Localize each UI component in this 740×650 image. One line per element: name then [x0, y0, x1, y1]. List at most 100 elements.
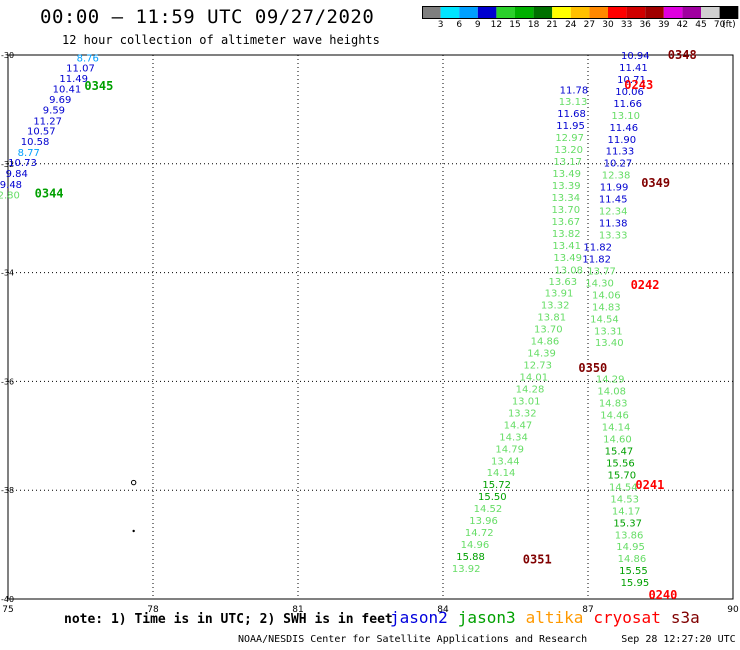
colorbar-swatch — [496, 6, 515, 19]
wave-height-value: 13.41 — [552, 241, 581, 252]
wave-height-value: 11.68 — [557, 109, 586, 120]
colorbar-label: 12 — [490, 20, 503, 30]
wave-height-value: 9.69 — [49, 95, 71, 106]
wave-height-value: 14.08 — [597, 387, 626, 398]
wave-height-value: 13.40 — [595, 338, 624, 349]
y-tick-label: -34 — [1, 269, 14, 278]
wave-height-value: 14.17 — [612, 506, 641, 517]
pass-time-label: 0345 — [84, 79, 113, 93]
wave-height-value: 13.01 — [512, 396, 541, 407]
wave-height-value: 11.41 — [619, 63, 648, 74]
pass-time-label: 0349 — [641, 176, 670, 190]
wave-height-value: 14.83 — [599, 399, 628, 410]
credit-line: NOAA/NESDIS Center for Satellite Applica… — [238, 634, 740, 645]
wave-height-value: 11.82 — [583, 242, 612, 253]
wave-height-value: 10.73 — [8, 158, 37, 169]
wave-height-value: 14.86 — [531, 337, 560, 348]
credit-text: NOAA/NESDIS Center for Satellite Applica… — [238, 634, 588, 645]
colorbar-swatch — [570, 6, 590, 19]
x-tick-label: 75 — [2, 605, 13, 615]
wave-height-value: 10.94 — [621, 51, 650, 62]
colorbar — [422, 6, 739, 19]
colorbar-swatch — [645, 6, 664, 19]
wave-height-value: 15.47 — [605, 446, 634, 457]
colorbar-labels: 3 6 9 12 15 18 21 24 27 30 33 36 39 42 45 70 (ft) — [422, 20, 740, 34]
colorbar-swatch — [422, 6, 441, 19]
wave-height-value: 13.70 — [551, 205, 580, 216]
wave-height-value: 10.06 — [615, 87, 644, 98]
x-tick-label: 90 — [727, 605, 739, 615]
wave-height-value: 13.81 — [537, 313, 566, 324]
chart-subtitle: 12 hour collection of altimeter wave hei… — [62, 33, 380, 47]
wave-height-value: 10.41 — [53, 85, 82, 96]
colorbar-swatch — [608, 6, 627, 19]
wave-height-value: 10.27 — [604, 159, 633, 170]
colorbar-label: (ft) — [722, 20, 736, 30]
wave-height-value: 8.77 — [18, 148, 40, 159]
colorbar-swatch — [477, 6, 497, 19]
wave-height-value: 13.67 — [551, 217, 580, 228]
colorbar-label: 24 — [565, 20, 577, 30]
legend-item-altika: altika — [525, 608, 584, 627]
wave-height-value: 12.80 — [0, 190, 20, 201]
wave-height-value: 11.99 — [600, 183, 629, 194]
colorbar-swatch — [459, 6, 478, 19]
wave-height-value: 14.95 — [616, 542, 645, 553]
wave-height-value: 12.38 — [602, 171, 631, 182]
wave-height-value: 13.91 — [545, 289, 574, 300]
pass-time-label: 0241 — [635, 478, 664, 492]
y-tick-label: -38 — [1, 486, 14, 495]
wave-height-value: 11.46 — [609, 123, 638, 134]
island-marker — [130, 479, 137, 486]
plot-frame — [7, 54, 734, 600]
pass-time-label: 0243 — [624, 78, 653, 92]
timestamp-text: Sep 28 12:27:20 UTC 2020 — [621, 634, 740, 645]
colorbar-swatch — [589, 6, 608, 19]
y-tick-label: -30 — [1, 51, 14, 60]
legend-item-s3a: s3a — [670, 608, 700, 627]
wave-height-value: 14.53 — [610, 494, 639, 505]
wave-height-value: 13.32 — [508, 408, 537, 419]
colorbar-swatch — [663, 6, 683, 19]
wave-height-value: 14.14 — [602, 423, 631, 434]
wave-height-value: 11.95 — [556, 121, 585, 132]
wave-height-value: 11.38 — [599, 219, 628, 230]
x-tick-label: 81 — [292, 605, 303, 615]
colorbar-label: 15 — [509, 20, 521, 30]
pass-time-label: 0240 — [648, 588, 677, 602]
wave-height-value: 9.84 — [6, 169, 28, 180]
wave-height-value: 13.92 — [452, 564, 481, 575]
wave-height-value: 14.79 — [495, 444, 524, 455]
chart-title: 00:00 – 11:59 UTC 09/27/2020 — [40, 6, 375, 28]
colorbar-label: 9 — [474, 20, 481, 30]
wave-height-value: 11.45 — [599, 195, 628, 206]
wave-height-value: 13.63 — [549, 277, 578, 288]
wave-height-value: 15.37 — [613, 518, 642, 529]
wave-height-value: 14.54 — [590, 314, 619, 325]
colorbar-swatch — [701, 6, 720, 19]
pass-time-label: 0350 — [578, 361, 607, 375]
colorbar-label: 30 — [602, 20, 614, 30]
wave-height-value: 14.60 — [603, 435, 632, 446]
wave-height-value: 13.82 — [552, 229, 581, 240]
legend-item-jason3: jason3 — [457, 608, 516, 627]
wave-height-value: 9.59 — [43, 105, 65, 116]
wave-height-value: 13.13 — [559, 97, 588, 108]
wave-height-value: 13.08 — [554, 265, 583, 276]
colorbar-swatch — [440, 6, 460, 19]
pass-time-label: 0242 — [631, 278, 660, 292]
wave-height-value: 15.50 — [478, 492, 507, 503]
colorbar-label: 18 — [527, 20, 540, 30]
wave-height-value: 11.78 — [560, 85, 589, 96]
colorbar-label: 39 — [658, 20, 670, 30]
y-tick-label: -32 — [1, 160, 14, 169]
wave-height-value: 14.06 — [592, 290, 621, 301]
wave-height-value: 11.90 — [608, 135, 637, 146]
wave-height-value: 14.29 — [596, 375, 625, 386]
wave-height-value: 14.96 — [461, 540, 490, 551]
pass-time-label: 0344 — [35, 187, 64, 201]
wave-height-value: 13.49 — [552, 169, 581, 180]
wave-height-value: 14.54 — [609, 482, 638, 493]
wave-height-value: 13.77 — [587, 266, 616, 277]
wave-height-value: 14.46 — [600, 411, 629, 422]
